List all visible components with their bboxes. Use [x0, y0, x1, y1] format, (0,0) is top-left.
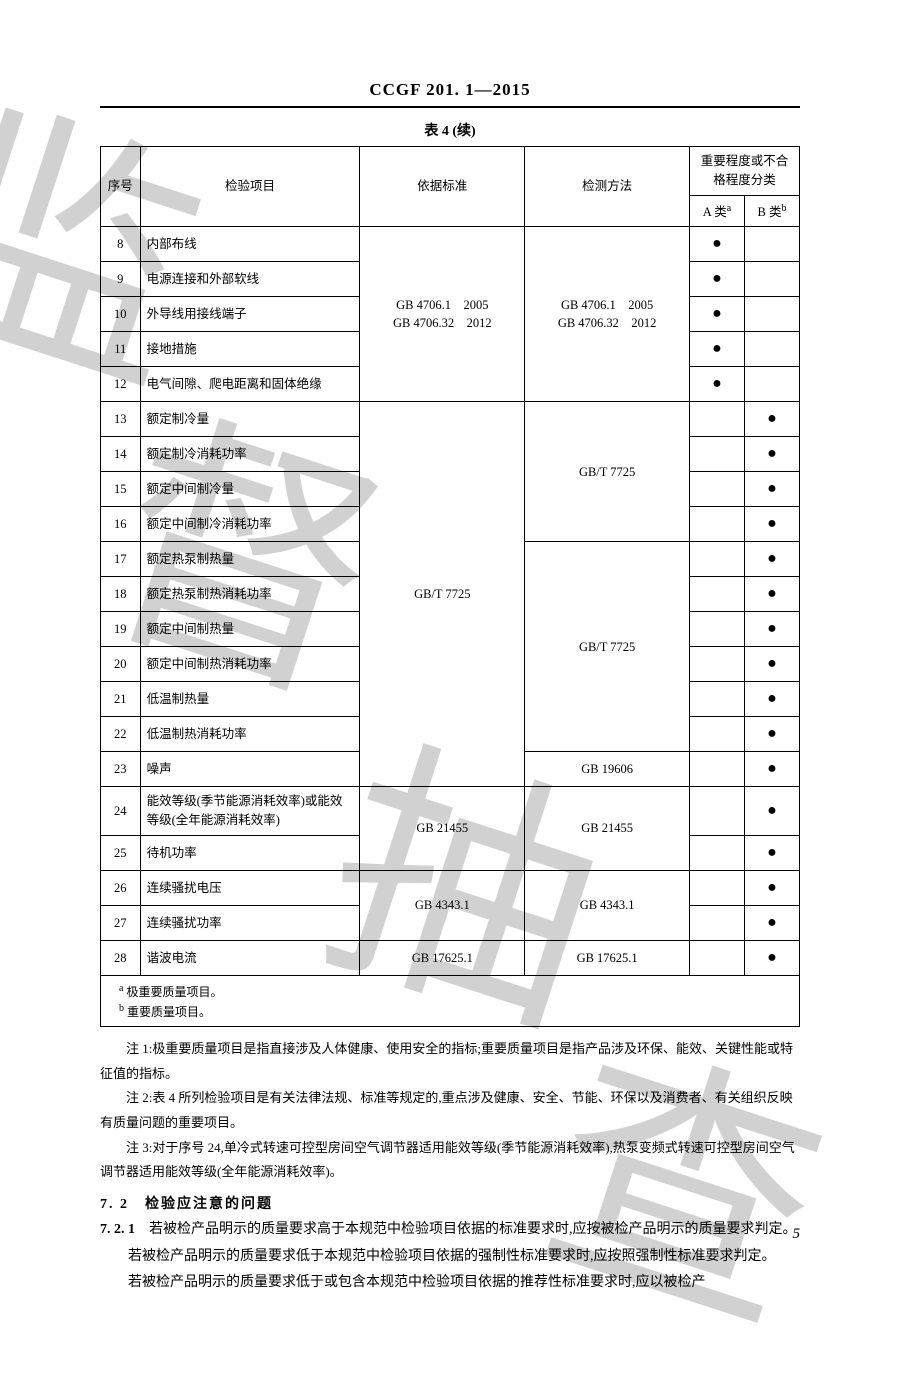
meth-cell: GB 19606 — [525, 752, 690, 787]
std-cell: GB 4706.1 2005 GB 4706.32 2012 — [360, 227, 525, 402]
note-2: 注 2:表 4 所列检验项目是有关法律法规、标准等规定的,重点涉及健康、安全、节… — [100, 1086, 800, 1135]
notes-block: 注 1:极重要质量项目是指直接涉及人体健康、使用安全的指标;重要质量项目是指产品… — [100, 1037, 800, 1185]
table-row: 13额定制冷量 GB/T 7725 GB/T 7725 ● — [101, 402, 800, 437]
meth-cell: GB 4706.1 2005 GB 4706.32 2012 — [525, 227, 690, 402]
th-item: 检验项目 — [140, 147, 360, 227]
th-class-b: B 类b — [744, 195, 799, 227]
std-cell: GB 17625.1 — [360, 940, 525, 975]
th-seq: 序号 — [101, 147, 141, 227]
note-3: 注 3:对于序号 24,单冷式转速可控型房间空气调节器适用能效等级(季节能源消耗… — [100, 1136, 800, 1185]
inspection-table: 序号 检验项目 依据标准 检测方法 重要程度或不合格程度分类 A 类a B 类b… — [100, 146, 800, 1027]
meth-cell: GB/T 7725 — [525, 402, 690, 542]
body-text: 7. 2. 1 若被检产品明示的质量要求高于本规范中检验项目依据的标准要求时,应… — [100, 1217, 800, 1297]
th-standard: 依据标准 — [360, 147, 525, 227]
clause-number: 7. 2. 1 — [100, 1222, 135, 1237]
table-row: 26连续骚扰电压 GB 4343.1 GB 4343.1 ● — [101, 870, 800, 905]
std-cell: GB/T 7725 — [360, 402, 525, 787]
meth-cell: GB 17625.1 — [525, 940, 690, 975]
table-row: 28谐波电流 GB 17625.1 GB 17625.1 ● — [101, 940, 800, 975]
meth-cell: GB/T 7725 — [525, 542, 690, 752]
th-method: 检测方法 — [525, 147, 690, 227]
std-cell: GB 4343.1 — [360, 870, 525, 940]
table-row: 8 内部布线 GB 4706.1 2005 GB 4706.32 2012 GB… — [101, 227, 800, 262]
section-heading-7-2: 7. 2 检验应注意的问题 — [100, 1193, 800, 1213]
table-footnotes: a 极重要质量项目。 b 重要质量项目。 — [101, 975, 800, 1026]
meth-cell: GB 4343.1 — [525, 870, 690, 940]
std-cell: GB 21455 — [360, 787, 525, 871]
th-class-a: A 类a — [690, 195, 745, 227]
note-1: 注 1:极重要质量项目是指直接涉及人体健康、使用安全的指标;重要质量项目是指产品… — [100, 1037, 800, 1086]
table-row: 24能效等级(季节能源消耗效率)或能效等级(全年能源消耗效率) GB 21455… — [101, 787, 800, 836]
meth-cell: GB 21455 — [525, 787, 690, 871]
th-class-group: 重要程度或不合格程度分类 — [690, 147, 800, 196]
document-header: CCGF 201. 1—2015 — [100, 80, 800, 108]
table-caption: 表 4 (续) — [100, 120, 800, 140]
